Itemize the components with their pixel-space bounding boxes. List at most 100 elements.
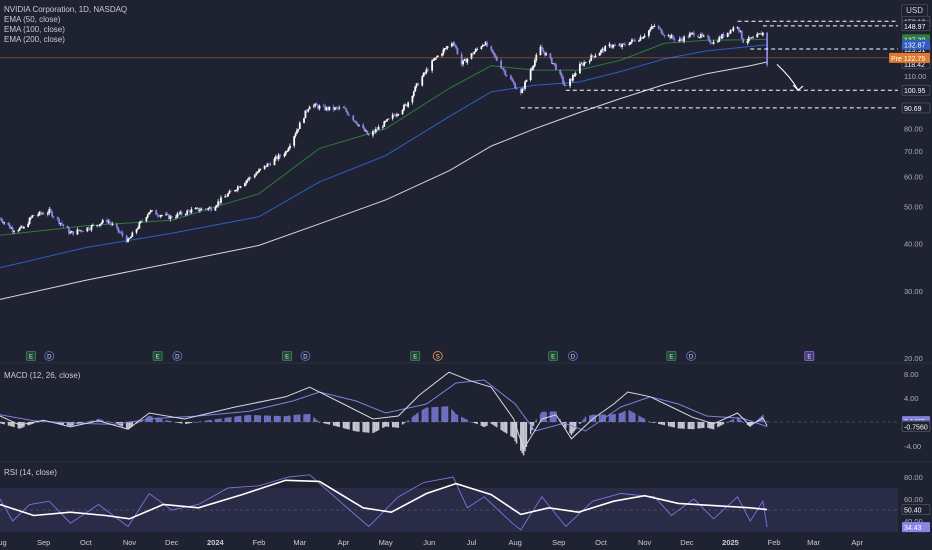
candle — [170, 215, 173, 219]
candle — [384, 120, 387, 123]
macd-histogram-bar — [337, 422, 339, 427]
macd-histogram-bar — [722, 422, 725, 425]
candle-body — [284, 151, 287, 155]
macd-histogram-bar — [732, 419, 735, 422]
candle — [17, 229, 20, 233]
candle-body — [601, 48, 604, 51]
candle-body — [348, 114, 350, 116]
candle — [659, 27, 662, 31]
earnings-icon[interactable]: E — [548, 351, 559, 361]
level-price-tag[interactable]: 90.69 — [901, 102, 931, 114]
macd-histogram-bar — [169, 421, 172, 422]
candle-body — [732, 27, 735, 31]
earnings-icon[interactable]: E — [410, 351, 421, 361]
currency-button[interactable]: USD — [901, 4, 928, 17]
macd-histogram-bar — [515, 422, 518, 444]
rsi-value-tag[interactable]: 34.43 — [902, 522, 930, 533]
candle-body — [138, 222, 141, 229]
split-icon[interactable]: S — [432, 351, 443, 361]
macd-histogram-bar — [258, 415, 260, 422]
candle-body — [322, 105, 325, 107]
candle-body — [436, 55, 439, 58]
marker-label: D — [303, 355, 308, 361]
candle-body — [693, 32, 695, 36]
macd-histogram-bar — [711, 422, 713, 429]
candle — [691, 32, 694, 35]
candle-body — [391, 114, 394, 119]
candle-body — [712, 41, 715, 44]
candle — [356, 121, 359, 127]
premarket-price-tag[interactable]: Pre 122.75 — [889, 52, 930, 63]
earnings-icon[interactable]: E — [152, 351, 163, 361]
candle — [127, 237, 129, 243]
macd-histogram-bar — [687, 422, 689, 429]
dividend-icon[interactable]: D — [172, 351, 183, 361]
candle-body — [435, 57, 438, 58]
candle — [89, 227, 91, 231]
candle — [421, 74, 424, 87]
dividend-icon[interactable]: D — [686, 351, 697, 361]
earnings-icon[interactable]: E — [666, 351, 677, 361]
candle — [412, 90, 415, 98]
macd-histogram-bar — [529, 422, 532, 435]
candle-body — [719, 36, 722, 39]
candle-body — [336, 107, 339, 109]
macd-histogram-bar — [414, 414, 416, 422]
candle-body — [38, 211, 41, 215]
dividend-icon[interactable]: D — [300, 351, 311, 361]
candle-body — [443, 48, 446, 50]
macd-histogram-bar — [189, 422, 191, 424]
candle — [128, 237, 131, 240]
dividend-icon[interactable]: D — [44, 351, 55, 361]
rsi-title[interactable]: RSI (14, close) — [4, 468, 57, 477]
candle-body — [584, 62, 587, 64]
candle-body — [365, 130, 367, 132]
candle-body — [456, 48, 459, 55]
candle-body — [318, 105, 321, 109]
candle-body — [757, 33, 760, 35]
arrow-annotation[interactable] — [776, 63, 799, 91]
macd-histogram-bar — [266, 415, 269, 422]
earnings-icon[interactable]: E — [26, 351, 36, 361]
candle — [436, 54, 439, 58]
macd-histogram-bar — [180, 422, 183, 424]
ema50-legend[interactable]: EMA (50, close) — [4, 15, 61, 24]
candle — [367, 132, 370, 136]
macd-histogram-bar — [415, 413, 418, 422]
ema100-legend[interactable]: EMA (100, close) — [4, 25, 65, 34]
candle-body — [356, 123, 359, 126]
macd-histogram-bar — [287, 415, 290, 422]
candle — [30, 216, 32, 220]
macd-histogram-bar — [444, 406, 446, 422]
price-tag[interactable]: 132.87 — [902, 39, 930, 50]
macd-histogram-bar — [141, 420, 143, 422]
macd-histogram-bar — [318, 422, 321, 423]
macd-value-tag[interactable]: -0.7560 — [901, 421, 931, 432]
macd-histogram-bar — [334, 422, 336, 426]
candle — [500, 58, 502, 69]
rsi-value-tag[interactable]: 50.40 — [901, 504, 931, 515]
candle — [752, 35, 754, 39]
candle — [70, 230, 73, 233]
ema200-legend[interactable]: EMA (200, close) — [4, 35, 65, 44]
earnings-icon[interactable]: E — [282, 351, 293, 361]
candle-body — [718, 36, 721, 42]
earnings-icon[interactable]: E — [804, 351, 815, 361]
candle-body — [396, 114, 398, 116]
level-price-tag[interactable]: 100.95 — [901, 84, 931, 96]
macd-histogram-bar — [490, 422, 492, 424]
candle — [204, 208, 207, 211]
candle-body — [470, 53, 473, 59]
symbol-title[interactable]: NVIDIA Corporation, 1D, NASDAQ — [4, 5, 128, 14]
candle — [539, 44, 542, 56]
macd-histogram-bar — [413, 415, 415, 422]
dividend-icon[interactable]: D — [567, 351, 578, 361]
macd-histogram-bar — [719, 422, 722, 426]
candle-body — [574, 73, 577, 76]
level-price-tag[interactable]: 148.97 — [901, 20, 931, 32]
candle — [621, 43, 624, 50]
macd-title[interactable]: MACD (12, 26, close) — [4, 371, 81, 380]
macd-histogram-bar — [224, 417, 226, 422]
candle-body — [204, 208, 207, 210]
